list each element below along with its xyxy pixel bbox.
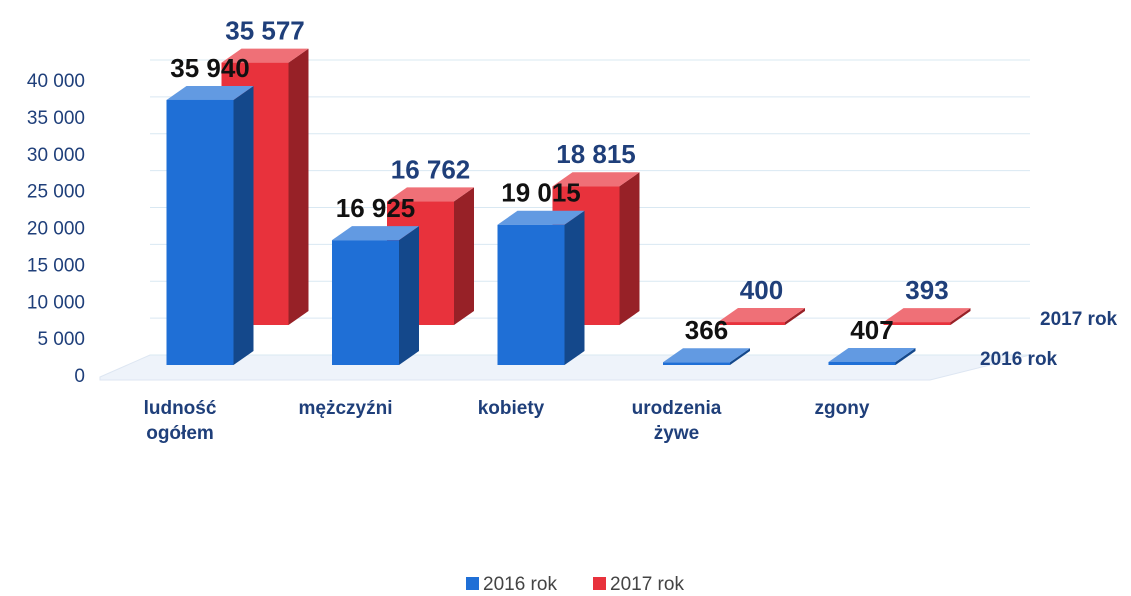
bar-top [828, 347, 916, 362]
data-label: 19 015 [501, 178, 581, 208]
data-label: 18 815 [556, 139, 636, 169]
data-label: 16 762 [391, 154, 471, 184]
y-tick-label: 20 000 [27, 219, 85, 240]
bar-top [166, 85, 254, 100]
y-tick-label: 25 000 [27, 182, 85, 203]
x-tick-label: urodzenia żywe [631, 398, 722, 444]
bar [166, 99, 234, 365]
bar-top [552, 172, 640, 187]
bar-side [619, 172, 640, 325]
data-label: 16 925 [336, 193, 416, 223]
data-label: 407 [850, 315, 893, 345]
data-label: 35 940 [170, 53, 250, 83]
bar-top [663, 348, 750, 363]
y-tick-label: 5 000 [37, 329, 85, 350]
bar [332, 240, 399, 365]
bar-top [387, 187, 474, 202]
bar [718, 322, 785, 325]
bar-side [288, 48, 309, 325]
legend-label: 2017 rok [610, 574, 684, 595]
legend-label: 2016 rok [483, 574, 557, 595]
bar-side [785, 308, 805, 325]
bar-top [332, 226, 419, 241]
bar [883, 322, 951, 325]
y-tick-label: 0 [74, 366, 85, 387]
depth-label: 2017 rok [1040, 309, 1118, 330]
y-tick-label: 30 000 [27, 145, 85, 166]
bar-top [718, 308, 805, 323]
depth-label: 2016 rok [980, 349, 1058, 370]
x-tick-label: ludność ogółem [143, 398, 217, 444]
data-label: 393 [905, 275, 948, 305]
bar [828, 361, 896, 365]
x-tick-label: mężczyźni [298, 398, 393, 419]
bar-side [399, 226, 419, 365]
bar-top [883, 308, 971, 323]
bar-side [454, 187, 474, 325]
y-tick-label: 15 000 [27, 255, 85, 276]
data-label: 400 [740, 275, 783, 305]
bar [663, 362, 730, 365]
bar [497, 224, 565, 365]
y-tick-label: 40 000 [27, 71, 85, 92]
data-label: 366 [685, 315, 728, 345]
bar-top [221, 48, 309, 63]
y-tick-label: 10 000 [27, 292, 85, 313]
bar-side [950, 308, 971, 325]
y-tick-label: 35 000 [27, 108, 85, 129]
bar-side [730, 348, 750, 365]
bar-top [497, 210, 585, 225]
bar-side [895, 347, 916, 365]
x-tick-label: kobiety [477, 398, 545, 419]
legend-swatch [466, 577, 479, 590]
legend-swatch [593, 577, 606, 590]
bar-side [564, 210, 585, 365]
x-tick-label: zgony [814, 398, 870, 419]
bar-side [233, 85, 254, 365]
data-label: 35 577 [225, 15, 305, 45]
